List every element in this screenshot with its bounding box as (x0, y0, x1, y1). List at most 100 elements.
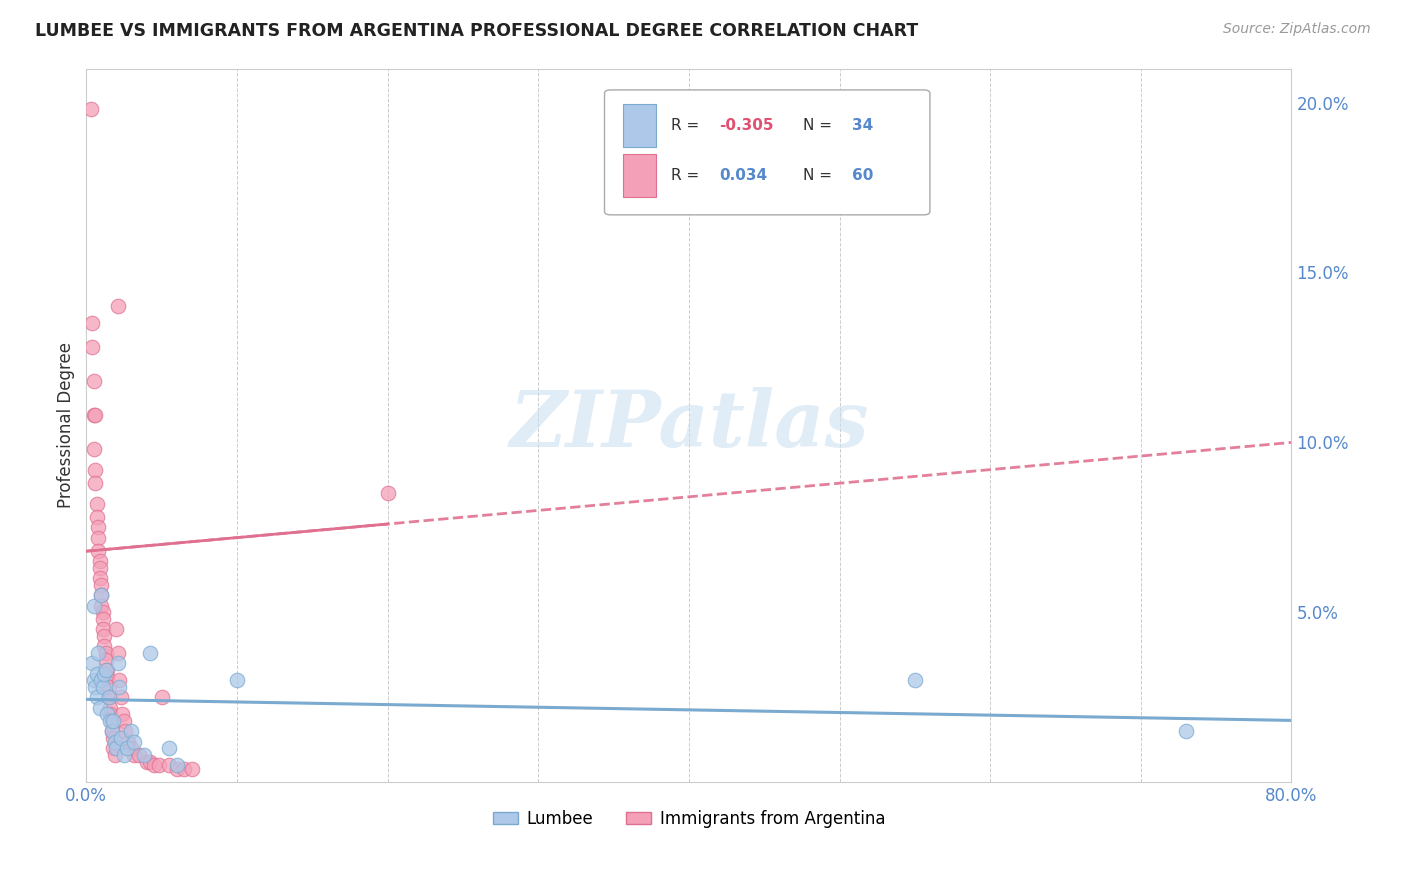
Text: 60: 60 (852, 168, 873, 183)
Point (87, 544, 110, 558)
Point (91, 606, 114, 620)
Point (89, 700, 111, 714)
Text: 34: 34 (852, 118, 873, 133)
Point (89, 561, 111, 575)
Point (143, 758, 166, 772)
Point (94, 646, 117, 660)
Point (93, 629, 115, 643)
Point (107, 300, 129, 314)
Point (90, 599, 112, 613)
Point (97, 690, 120, 705)
Point (87, 531, 110, 545)
Point (91, 680, 114, 694)
Point (96, 670, 118, 684)
Point (87, 646, 110, 660)
Point (97, 690, 120, 705)
Point (90, 588, 112, 602)
Point (105, 741, 128, 756)
Point (101, 724, 124, 739)
Point (135, 755, 157, 769)
Point (101, 724, 124, 739)
Point (173, 762, 195, 776)
Point (93, 640, 115, 654)
Text: -0.305: -0.305 (718, 118, 773, 133)
Point (124, 748, 146, 763)
Point (80, 103, 103, 117)
Point (150, 690, 173, 705)
Point (97, 680, 120, 694)
Text: ZIPatlas: ZIPatlas (509, 387, 869, 464)
FancyBboxPatch shape (605, 90, 929, 215)
Point (138, 755, 160, 769)
Point (121, 724, 143, 739)
Point (84, 409, 107, 423)
Point (117, 734, 139, 748)
Point (1175, 724, 1198, 739)
Point (100, 714, 122, 728)
Point (84, 680, 107, 694)
Point (84, 476, 107, 491)
Point (124, 734, 146, 748)
Point (148, 758, 170, 772)
Text: N =: N = (803, 168, 837, 183)
Point (96, 663, 118, 677)
Point (104, 748, 127, 763)
Point (107, 646, 129, 660)
Point (108, 680, 131, 694)
Point (83, 442, 105, 457)
Point (105, 623, 128, 637)
Point (132, 748, 155, 763)
Point (377, 486, 399, 500)
Point (87, 520, 110, 534)
FancyBboxPatch shape (623, 104, 657, 147)
Point (180, 762, 202, 776)
Text: N =: N = (803, 118, 837, 133)
Point (83, 374, 105, 388)
Point (86, 690, 108, 705)
Point (101, 714, 124, 728)
Point (128, 748, 150, 763)
Point (157, 741, 180, 756)
Point (91, 612, 114, 626)
Point (90, 578, 112, 592)
Point (103, 741, 125, 756)
Y-axis label: Professional Degree: Professional Degree (58, 343, 75, 508)
Point (83, 409, 105, 423)
Point (83, 599, 105, 613)
Point (166, 762, 188, 776)
Point (114, 724, 136, 739)
Point (93, 666, 115, 681)
Point (82, 340, 104, 354)
Point (89, 554, 111, 568)
Point (112, 714, 135, 728)
Point (83, 673, 105, 688)
Point (89, 571, 111, 585)
Point (100, 700, 122, 714)
Legend: Lumbee, Immigrants from Argentina: Lumbee, Immigrants from Argentina (486, 804, 891, 835)
Point (90, 588, 112, 602)
Point (91, 623, 114, 637)
Point (115, 741, 138, 756)
Point (86, 510, 108, 524)
Point (138, 646, 160, 660)
Point (111, 707, 134, 722)
Point (82, 317, 104, 331)
Point (104, 734, 127, 748)
Point (226, 673, 249, 688)
Point (90, 673, 112, 688)
Text: R =: R = (671, 168, 709, 183)
Point (86, 666, 108, 681)
FancyBboxPatch shape (623, 154, 657, 197)
Point (166, 758, 188, 772)
Point (103, 714, 125, 728)
Point (121, 741, 143, 756)
Point (110, 731, 132, 746)
Point (94, 663, 117, 677)
Point (103, 731, 125, 746)
Point (86, 497, 108, 511)
Point (904, 673, 927, 688)
Point (107, 657, 129, 671)
Text: LUMBEE VS IMMIGRANTS FROM ARGENTINA PROFESSIONAL DEGREE CORRELATION CHART: LUMBEE VS IMMIGRANTS FROM ARGENTINA PROF… (35, 22, 918, 40)
Point (100, 707, 122, 722)
Point (94, 653, 117, 667)
